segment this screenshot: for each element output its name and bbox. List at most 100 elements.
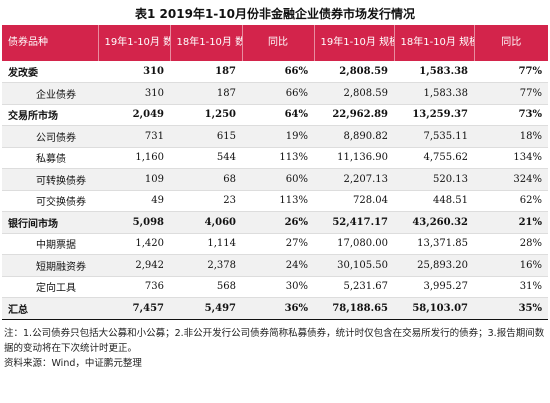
scale-yoy-cell: 18% xyxy=(474,125,548,148)
scale-yoy-cell: 62% xyxy=(474,190,548,212)
count-2018-cell: 5,497 xyxy=(170,297,242,320)
count-2019-cell: 1,160 xyxy=(98,147,170,169)
header-count-2018: 18年1-10月 数量（只） xyxy=(170,25,243,61)
scale-2018-cell: 13,259.37 xyxy=(394,104,474,126)
count-2018-cell: 23 xyxy=(170,190,242,212)
count-yoy-cell: 113% xyxy=(242,190,314,212)
scale-2018-cell: 7,535.11 xyxy=(394,125,474,148)
scale-2018-cell: 43,260.32 xyxy=(394,211,474,234)
bond-type-label: 短期融资券 xyxy=(36,261,86,273)
table-row: 可交换债券 49 23 113% 728.04 448.51 62% xyxy=(2,190,548,212)
scale-2019-cell: 52,417.17 xyxy=(314,211,394,234)
scale-2019-cell: 17,080.00 xyxy=(314,233,394,255)
scale-2019-cell: 22,962.89 xyxy=(314,104,394,126)
header-scale-yoy: 同比 xyxy=(474,25,548,61)
bond-type-label: 企业债券 xyxy=(36,89,76,101)
count-yoy-cell: 30% xyxy=(242,276,314,298)
count-yoy-cell: 113% xyxy=(242,147,314,169)
table-row: 中期票据 1,420 1,114 27% 17,080.00 13,371.85 28% xyxy=(2,233,548,255)
scale-2019-cell: 728.04 xyxy=(314,190,394,212)
count-yoy-cell: 66% xyxy=(242,61,314,83)
count-2019-cell: 7,457 xyxy=(98,297,170,320)
count-2019-cell: 731 xyxy=(98,125,170,148)
scale-2018-cell: 3,995.27 xyxy=(394,276,474,298)
bond-type-cell: 发改委 xyxy=(2,61,98,83)
count-2019-cell: 736 xyxy=(98,276,170,298)
bond-type-label: 中期票据 xyxy=(36,240,76,252)
count-2018-cell: 615 xyxy=(170,125,242,148)
bond-type-label: 私募债 xyxy=(36,154,66,166)
scale-2018-cell: 448.51 xyxy=(394,190,474,212)
table-row: 交易所市场 2,049 1,250 64% 22,962.89 13,259.37 73% xyxy=(2,104,548,126)
scale-2019-cell: 5,231.67 xyxy=(314,276,394,298)
scale-2018-cell: 1,583.38 xyxy=(394,82,474,105)
source-text: 资料来源：Wind，中证鹏元整理 xyxy=(4,357,142,369)
bond-type-cell: 定向工具 xyxy=(2,276,98,298)
count-2018-cell: 568 xyxy=(170,276,242,298)
table-row: 汇总 7,457 5,497 36% 78,188.65 58,103.07 35% xyxy=(2,297,548,320)
count-2019-cell: 5,098 xyxy=(98,211,170,234)
table-row: 短期融资券 2,942 2,378 24% 30,105.50 25,893.20 16% xyxy=(2,254,548,277)
bond-type-label: 定向工具 xyxy=(36,283,76,295)
count-2019-cell: 49 xyxy=(98,190,170,212)
scale-2018-cell: 13,371.85 xyxy=(394,233,474,255)
bond-type-label: 可交换债券 xyxy=(36,197,86,209)
table-row: 定向工具 736 568 30% 5,231.67 3,995.27 31% xyxy=(2,276,548,298)
count-yoy-cell: 24% xyxy=(242,254,314,277)
header-scale-2018: 18年1-10月 规模（亿元） xyxy=(394,25,475,61)
scale-yoy-cell: 28% xyxy=(474,233,548,255)
table-row: 发改委 310 187 66% 2,808.59 1,583.38 77% xyxy=(2,61,548,83)
bond-type-cell: 汇总 xyxy=(2,297,98,320)
scale-yoy-cell: 73% xyxy=(474,104,548,126)
header-count-2019: 19年1-10月 数量（只） xyxy=(98,25,171,61)
scale-2019-cell: 2,808.59 xyxy=(314,82,394,105)
count-2018-cell: 187 xyxy=(170,61,242,83)
bond-type-cell: 交易所市场 xyxy=(2,104,98,126)
header-count-yoy: 同比 xyxy=(242,25,315,61)
scale-2018-cell: 4,755.62 xyxy=(394,147,474,169)
scale-2019-cell: 2,207.13 xyxy=(314,168,394,191)
scale-2019-cell: 30,105.50 xyxy=(314,254,394,277)
header-scale-2019: 19年1-10月 规模（亿元） xyxy=(314,25,395,61)
count-yoy-cell: 64% xyxy=(242,104,314,126)
scale-2018-cell: 58,103.07 xyxy=(394,297,474,320)
scale-yoy-cell: 31% xyxy=(474,276,548,298)
header-bond-type: 债券品种 xyxy=(2,25,99,61)
document: 表1 2019年1-10月份非金融企业债券市场发行情况 债券品种 19年1-10… xyxy=(0,3,550,403)
scale-yoy-cell: 16% xyxy=(474,254,548,277)
bond-type-label: 可转换债券 xyxy=(36,175,86,187)
scale-2019-cell: 8,890.82 xyxy=(314,125,394,148)
count-2019-cell: 310 xyxy=(98,82,170,105)
count-2018-cell: 68 xyxy=(170,168,242,191)
bond-type-cell: 公司债券 xyxy=(2,125,98,148)
scale-yoy-cell: 134% xyxy=(474,147,548,169)
notes-text: 注：1.公司债券只包括大公募和小公募；2.非公开发行公司债券简称私募债券，统计时… xyxy=(4,327,545,354)
count-2018-cell: 2,378 xyxy=(170,254,242,277)
bond-issuance-table: 债券品种 19年1-10月 数量（只） 18年1-10月 数量（只） 同比 19… xyxy=(2,25,548,320)
table-row: 公司债券 731 615 19% 8,890.82 7,535.11 18% xyxy=(2,125,548,148)
table-header-row: 债券品种 19年1-10月 数量（只） 18年1-10月 数量（只） 同比 19… xyxy=(2,25,548,61)
bond-type-cell: 中期票据 xyxy=(2,233,98,255)
bond-type-cell: 私募债 xyxy=(2,147,98,169)
scale-2018-cell: 1,583.38 xyxy=(394,61,474,83)
count-yoy-cell: 19% xyxy=(242,125,314,148)
table-row: 私募债 1,160 544 113% 11,136.90 4,755.62 134% xyxy=(2,147,548,169)
count-2019-cell: 2,049 xyxy=(98,104,170,126)
count-2019-cell: 1,420 xyxy=(98,233,170,255)
count-yoy-cell: 66% xyxy=(242,82,314,105)
scale-yoy-cell: 77% xyxy=(474,82,548,105)
count-2019-cell: 2,942 xyxy=(98,254,170,277)
bond-type-cell: 可交换债券 xyxy=(2,190,98,212)
scale-yoy-cell: 77% xyxy=(474,61,548,83)
count-2019-cell: 310 xyxy=(98,61,170,83)
bond-type-cell: 可转换债券 xyxy=(2,168,98,191)
count-2018-cell: 1,250 xyxy=(170,104,242,126)
scale-yoy-cell: 35% xyxy=(474,297,548,320)
bond-type-label: 公司债券 xyxy=(36,132,76,144)
table-row: 企业债券 310 187 66% 2,808.59 1,583.38 77% xyxy=(2,82,548,105)
count-2018-cell: 4,060 xyxy=(170,211,242,234)
table-title: 表1 2019年1-10月份非金融企业债券市场发行情况 xyxy=(135,7,415,21)
scale-2019-cell: 11,136.90 xyxy=(314,147,394,169)
count-yoy-cell: 60% xyxy=(242,168,314,191)
scale-yoy-cell: 21% xyxy=(474,211,548,234)
